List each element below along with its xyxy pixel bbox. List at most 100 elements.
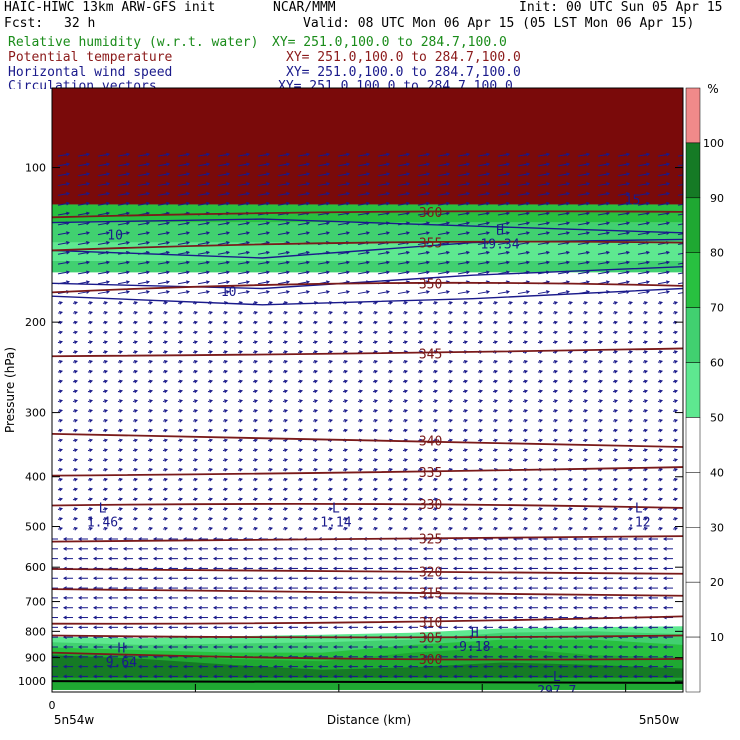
theta-line-305 [52, 634, 683, 639]
colorbar-swatch [685, 472, 701, 528]
colorbar-swatch [685, 636, 701, 693]
extremum-mark: L [553, 670, 561, 685]
model-title: HAIC-HIWC 13km ARW-GFS init [4, 0, 216, 15]
colorbar-label: 60 [710, 357, 724, 370]
y-tick-label: 400 [25, 471, 46, 484]
theta-label: 345 [419, 347, 442, 362]
colorbar-swatch [685, 252, 701, 308]
colorbar-swatch [685, 197, 701, 253]
theta-label: 360 [419, 206, 442, 221]
extremum-mark: L [635, 502, 643, 517]
y-tick-label: 900 [25, 652, 46, 665]
theta-line-335 [52, 466, 683, 477]
theta-label: 310 [419, 616, 442, 631]
init-time: Init: 00 UTC Sun 05 Apr 15 [519, 0, 723, 15]
extremum-value: 1.14 [320, 516, 351, 531]
colorbar-unit: % [707, 82, 718, 96]
theta-line-325 [52, 535, 683, 543]
colorbar-swatch [685, 417, 701, 473]
extremum-mark: H [471, 626, 479, 641]
colorbar-swatch [685, 362, 701, 418]
wind-speed-label: 15 [625, 193, 641, 208]
theta-label: 320 [419, 566, 442, 581]
field-name-wind: Horizontal wind speed [8, 65, 173, 80]
y-tick-label: 1000 [18, 675, 46, 688]
x-endpoint-right: 5n50w [639, 713, 680, 727]
extremum-value: 9.18 [459, 640, 490, 655]
y-axis-title: Pressure (hPa) [3, 347, 17, 433]
extremum-value: 19.34 [480, 237, 519, 252]
field-name-rh: Relative humidity (w.r.t. water) [8, 35, 259, 50]
y-tick-label: 800 [25, 625, 46, 638]
y-tick-label: 100 [25, 162, 46, 175]
colorbar-label: 10 [710, 631, 724, 644]
colorbar-swatch [685, 581, 701, 638]
colorbar-label: 20 [710, 576, 724, 589]
theta-line-340 [52, 432, 683, 448]
wind-speed-label: 10 [221, 285, 237, 300]
theta-label: 315 [419, 586, 442, 601]
extremum-mark: L [99, 502, 107, 517]
extremum-value: 9.64 [106, 656, 137, 671]
valid-time: Valid: 08 UTC Mon 06 Apr 15 (05 LST Mon … [303, 16, 695, 31]
x-tick-zero: 0 [49, 699, 56, 712]
colorbar-label: 50 [710, 411, 724, 424]
circulation-vectors [52, 152, 683, 679]
surface-line [52, 680, 683, 684]
colorbar-swatch [685, 307, 701, 363]
extremum-value: 1.46 [87, 516, 118, 531]
theta-line-300 [52, 651, 683, 661]
wind-speed-label: 10 [107, 228, 123, 243]
theta-label: 355 [419, 237, 442, 252]
field-name-theta: Potential temperature [8, 50, 173, 65]
rh-region-95 [52, 655, 683, 678]
field-xy-theta: XY= 251.0,100.0 to 284.7,100.0 [286, 50, 521, 65]
field-xy-wind: XY= 251.0,100.0 to 284.7,100.0 [286, 65, 521, 80]
theta-label: 300 [419, 653, 442, 668]
theta-line-330 [52, 502, 683, 509]
field-xy-rh: XY= 251.0,100.0 to 284.7,100.0 [272, 35, 507, 50]
forecast-hour: 32 h [64, 16, 96, 31]
y-tick-label: 200 [25, 316, 46, 329]
plot-area: 1015103003053103153203253303353403453503… [52, 88, 683, 699]
x-endpoint-left: 5n54w [54, 713, 95, 727]
wind-speed-contours: 10 15 10 [52, 193, 683, 306]
theta-line-345 [52, 347, 683, 358]
colorbar-label: 80 [710, 247, 724, 260]
field-name-vectors: Circulation vectors [8, 80, 157, 89]
y-tick-label: 700 [25, 596, 46, 609]
extremum-value: .12 [627, 516, 650, 531]
colorbar-label: 100 [703, 137, 724, 150]
colorbar-label: 30 [710, 521, 724, 534]
forecast-label: Fcst: [4, 16, 44, 31]
y-tick-label: 600 [25, 561, 46, 574]
theta-line-310 [52, 615, 683, 625]
extremum-value: 297.7 [537, 684, 576, 699]
field-xy-vectors: XY= 251.0,100.0 to 284.7,100.0 [278, 80, 513, 89]
colorbar-swatch [685, 527, 701, 583]
org-label: NCAR/MMM [273, 0, 336, 15]
theta-label: 350 [419, 277, 442, 292]
colorbar-swatch [685, 142, 701, 199]
colorbar-label: 40 [710, 466, 724, 479]
extremum-mark: H [117, 642, 125, 657]
rh-band-upper-saturated [52, 88, 683, 205]
theta-label: 335 [419, 466, 442, 481]
theta-label: 325 [419, 533, 442, 548]
theta-line-315 [52, 588, 683, 597]
y-tick-label: 300 [25, 407, 46, 420]
colorbar-label: 70 [710, 302, 724, 315]
colorbar: 10 20 30 40 50 60 70 80 90 100 [685, 87, 724, 693]
theta-label: 330 [419, 498, 442, 513]
theta-line-320 [52, 568, 683, 575]
plot-frame [51, 87, 684, 693]
extremum-mark: L [332, 502, 340, 517]
extremum-mark: H [496, 223, 504, 238]
theta-line-350 [52, 281, 683, 294]
x-axis-title: Distance (km) [327, 713, 411, 727]
theta-line-355 [52, 240, 683, 252]
theta-label: 305 [419, 631, 442, 646]
